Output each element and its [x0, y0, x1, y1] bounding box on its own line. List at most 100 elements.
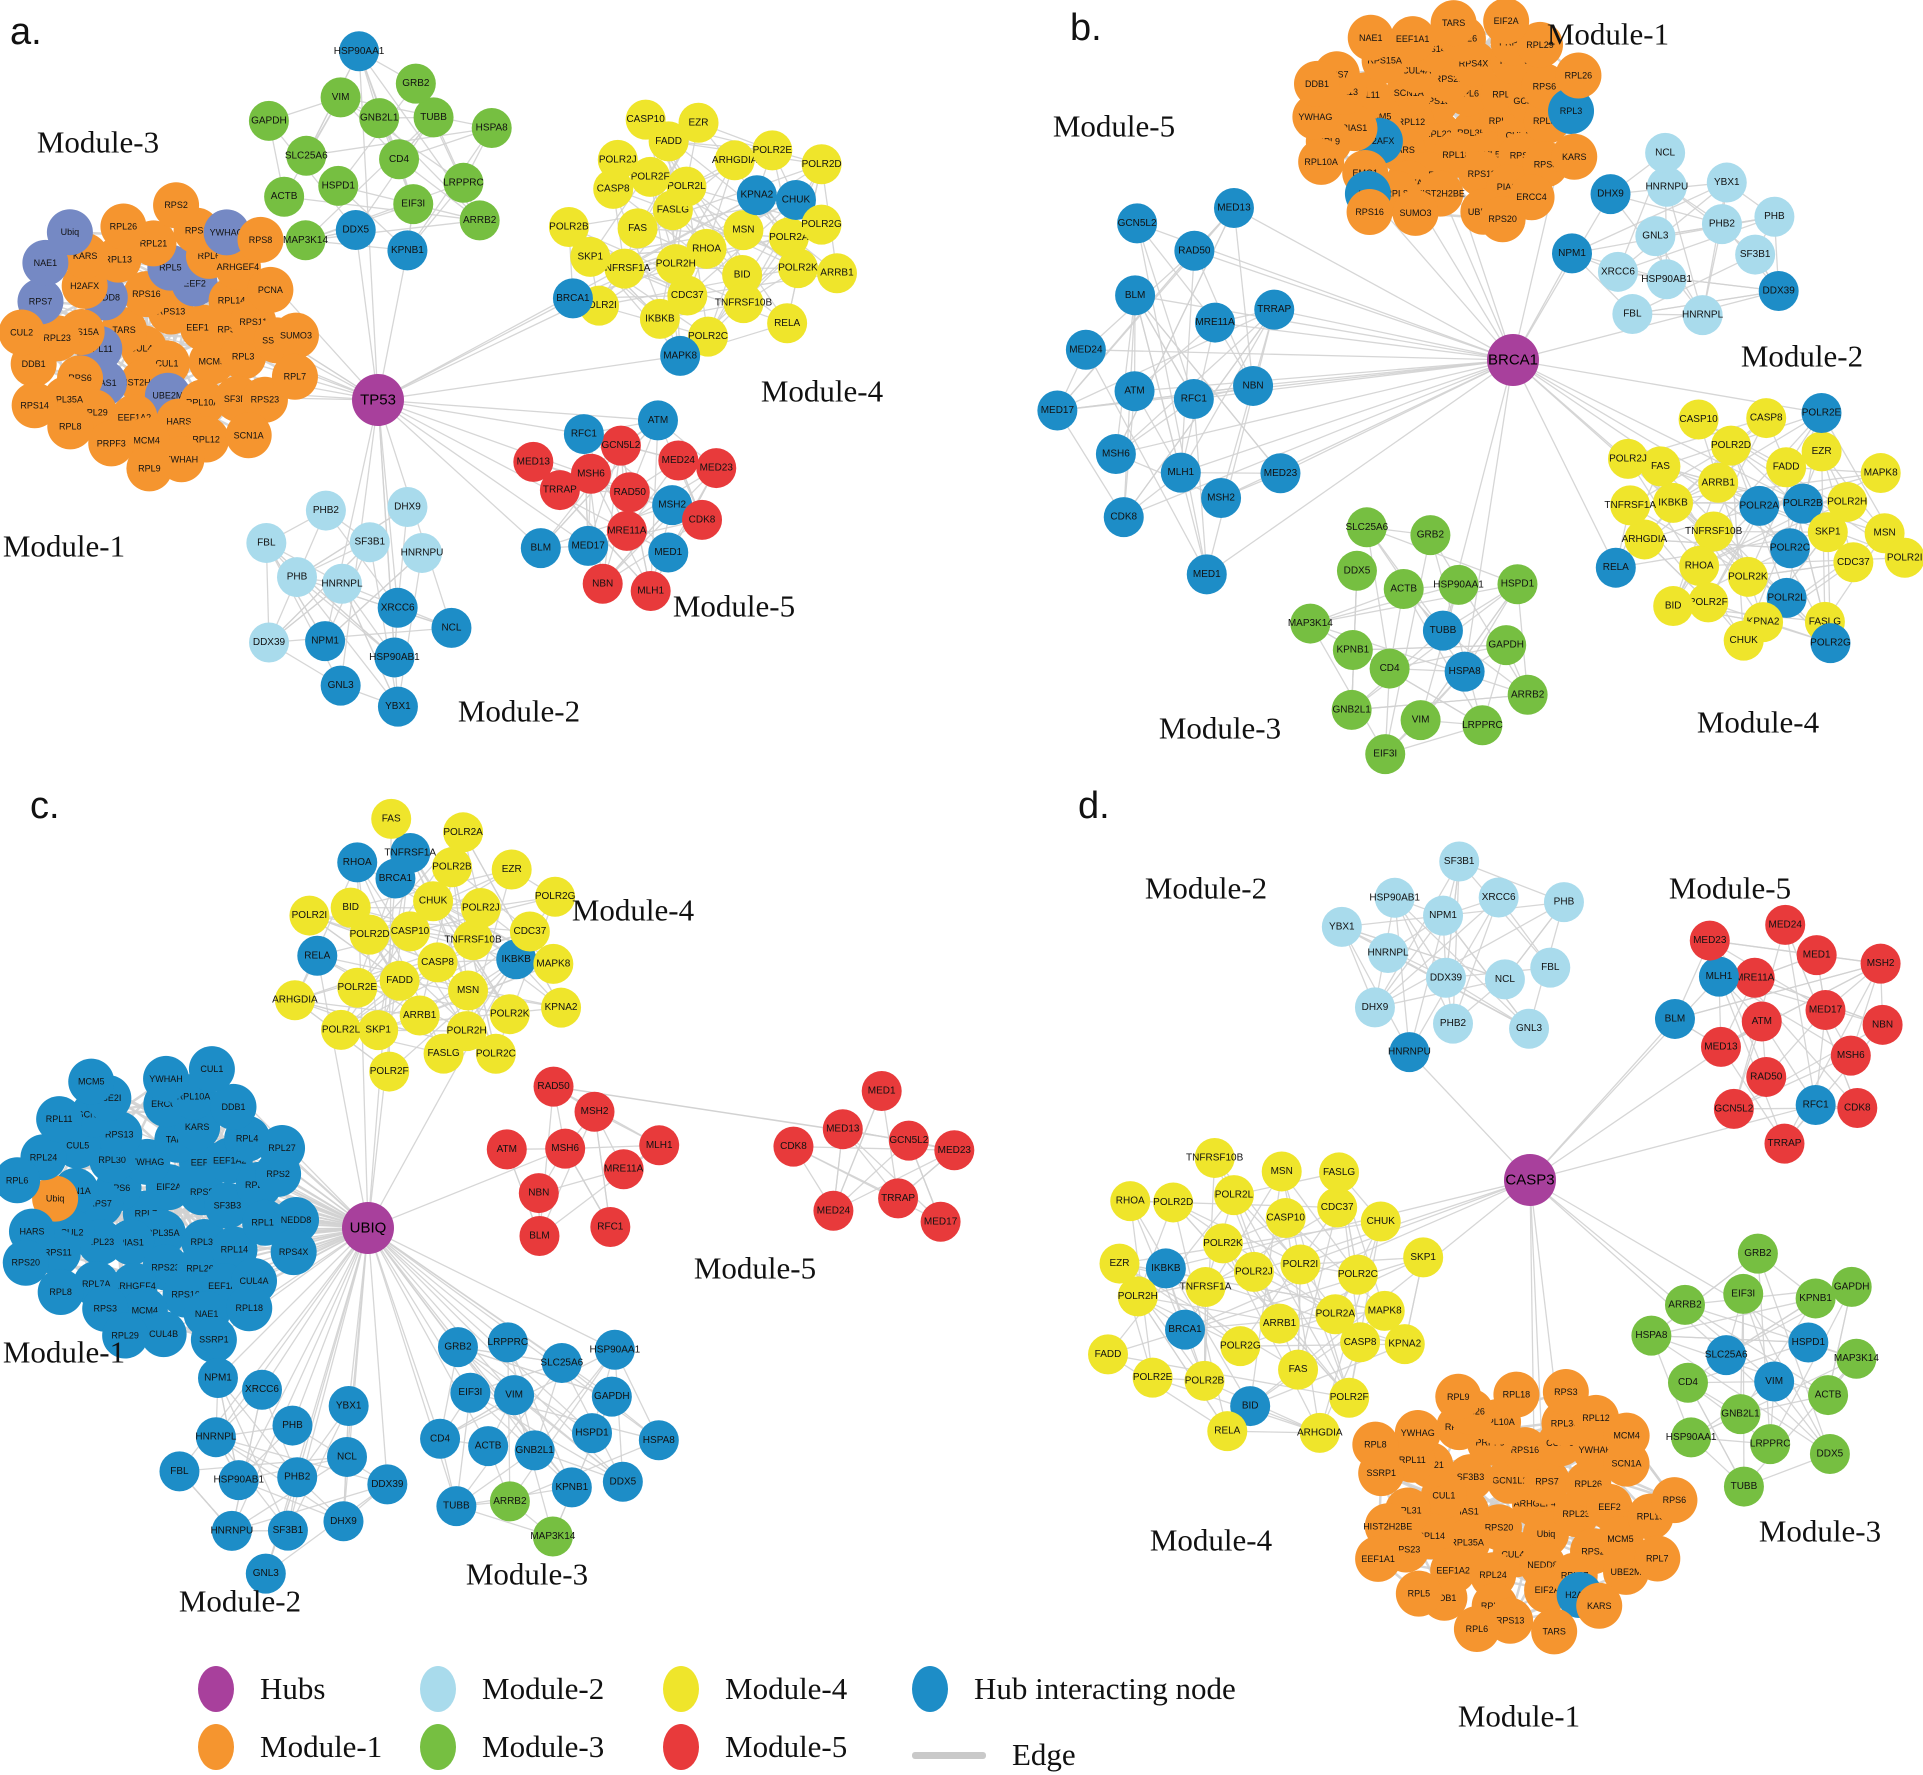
node-ARRB2: ARRB2	[1507, 674, 1548, 715]
node-circle	[413, 97, 454, 138]
node-circle	[377, 587, 418, 628]
node-circle	[1233, 1251, 1274, 1292]
node-circle	[1758, 271, 1799, 312]
node-circle	[541, 987, 582, 1028]
node-circle	[47, 403, 94, 450]
node-circle	[1782, 483, 1823, 524]
node-circle	[1392, 189, 1439, 236]
edge	[357, 987, 510, 1015]
node-XRCC6: XRCC6	[1478, 877, 1519, 918]
node-EZR: EZR	[1801, 431, 1842, 472]
node-POLR2C: POLR2C	[1770, 528, 1810, 569]
module-label-c-module-5b: Module-5	[694, 1251, 816, 1286]
node-circle	[1185, 1267, 1226, 1308]
edge	[388, 958, 517, 1073]
node-circle	[320, 665, 361, 706]
node-RPS20: RPS20	[2, 1239, 49, 1286]
node-circle	[420, 1418, 461, 1459]
node-KPNB1: KPNB1	[551, 1467, 592, 1508]
node-MLH1: MLH1	[1698, 956, 1739, 997]
node-FAS: FAS	[617, 208, 658, 249]
node-circle	[318, 165, 359, 206]
node-RAD50: RAD50	[1174, 230, 1215, 271]
node-CD4: CD4	[420, 1418, 461, 1459]
node-circle	[395, 63, 436, 104]
node-circle	[630, 571, 671, 612]
module-label-b-module-3: Module-3	[1159, 711, 1281, 746]
node-NPM1: NPM1	[1551, 233, 1592, 274]
edge	[1233, 207, 1254, 387]
node-TUBB: TUBB	[1422, 610, 1463, 651]
edge	[509, 1349, 616, 1502]
node-circle	[1173, 379, 1214, 420]
node-circle	[1254, 289, 1295, 330]
hub-edge	[1529, 1179, 1727, 1356]
node-RPL10A: RPL10A	[1298, 138, 1345, 185]
edge	[294, 862, 358, 1001]
node-circle	[36, 1096, 83, 1143]
edge	[1136, 222, 1216, 323]
hub-edge	[291, 1227, 369, 1426]
node-circle	[450, 1372, 491, 1413]
node-ACTB: ACTB	[1808, 1375, 1849, 1416]
node-FBL: FBL	[1530, 947, 1571, 988]
node-circle	[1509, 1008, 1550, 1049]
node-circle	[1830, 1035, 1871, 1076]
node-POLR2E: POLR2E	[1132, 1357, 1173, 1398]
node-circle	[399, 995, 440, 1036]
node-GCN5L2: GCN5L2	[1117, 203, 1158, 244]
hub-circle	[352, 374, 404, 426]
node-circle	[1713, 1088, 1754, 1129]
node-circle	[1688, 582, 1729, 623]
node-circle	[402, 532, 443, 573]
hub-edge	[1206, 359, 1514, 575]
node-circle	[1653, 586, 1694, 627]
edge	[1240, 1343, 1405, 1347]
node-circle	[0, 309, 45, 356]
node-NPM1: NPM1	[305, 621, 346, 662]
edge	[1172, 1202, 1350, 1399]
node-circle	[1795, 1278, 1836, 1319]
node-PCNA: PCNA	[247, 266, 294, 313]
node-DHX9: DHX9	[387, 486, 428, 527]
node-DDX39: DDX39	[367, 1464, 408, 1505]
node-FADD: FADD	[379, 960, 420, 1001]
node-XRCC6: XRCC6	[377, 587, 418, 628]
node-RPL9: RPL9	[1435, 1373, 1482, 1420]
node-SF3B1: SF3B1	[1439, 841, 1480, 882]
edge	[842, 1128, 942, 1223]
node-circle	[46, 209, 93, 256]
edge	[1136, 223, 1195, 400]
node-YBX1: YBX1	[377, 686, 418, 727]
edge	[1056, 410, 1125, 518]
node-circle	[1329, 1377, 1370, 1418]
node-circle	[1479, 196, 1526, 243]
node-circle	[1145, 1248, 1186, 1289]
hub-edge	[1512, 193, 1612, 361]
node-TARS: TARS	[1531, 1608, 1578, 1655]
node-KPNA2: KPNA2	[541, 987, 582, 1028]
node-circle	[417, 942, 458, 983]
node-MCM5: MCM5	[68, 1058, 115, 1105]
node-MED24: MED24	[1765, 904, 1806, 945]
node-IKBKB: IKBKB	[639, 298, 680, 339]
node-NCL: NCL	[327, 1436, 368, 1477]
node-circle	[1317, 1187, 1358, 1228]
node-EIF3I: EIF3I	[1723, 1273, 1764, 1314]
node-EIF3I: EIF3I	[1365, 734, 1406, 775]
node-DHX9: DHX9	[1590, 174, 1631, 215]
node-circle	[1682, 295, 1723, 336]
node-circle	[102, 1312, 149, 1359]
node-POLR2J: POLR2J	[597, 139, 638, 180]
node-circle	[590, 1206, 631, 1247]
node-circle	[453, 920, 494, 961]
node-FBL: FBL	[246, 522, 287, 563]
node-GNL3: GNL3	[1509, 1008, 1550, 1049]
node-POLR2E: POLR2E	[337, 967, 377, 1008]
node-circle	[752, 130, 793, 171]
node-GCN5L2: GCN5L2	[1713, 1088, 1754, 1129]
node-HSPA8: HSPA8	[638, 1420, 679, 1461]
node-circle	[639, 298, 680, 339]
node-EIF3I: EIF3I	[393, 184, 434, 225]
node-circle	[1201, 477, 1242, 518]
